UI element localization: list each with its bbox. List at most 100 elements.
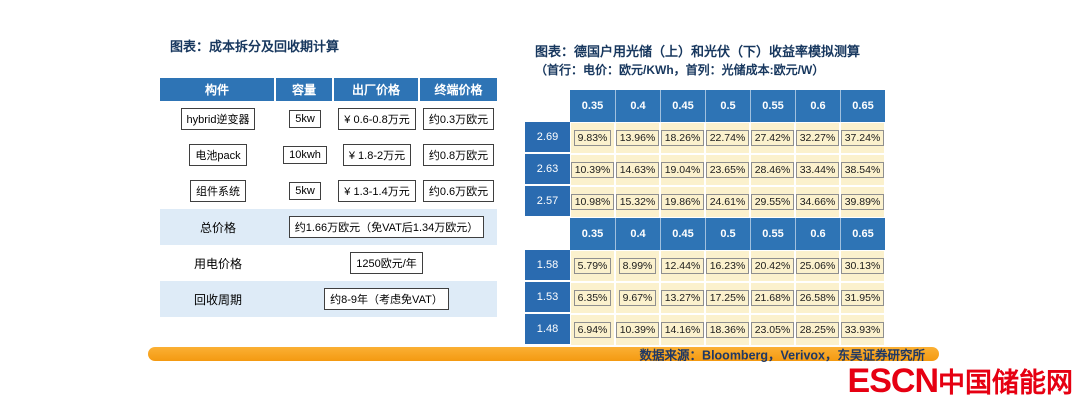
row-header: 2.57 [525,186,570,218]
cell: 32.27% [795,122,840,154]
col-header: 出厂价格 [334,78,420,101]
cell: 14.63% [615,154,660,186]
cell-value: 28.25% [795,322,840,338]
cell: 38.54% [840,154,885,186]
cell: ¥ 1.3-1.4万元 [334,173,420,209]
cell: 8.99% [615,250,660,282]
cell: 约0.3万欧元 [420,101,497,137]
cell-value: 10.98% [570,194,615,210]
storage-row: 2.63 10.39% 14.63% 19.04% 23.65% 28.46% … [525,154,885,186]
cell: 约0.8万欧元 [420,137,497,173]
cell-value: 28.46% [750,162,795,178]
cell: 13.96% [615,122,660,154]
cell-value: 1250欧元/年 [350,252,423,274]
price-header: 0.4 [615,218,660,250]
cell-value: 31.95% [840,290,885,306]
row-label: 总价格 [199,220,236,235]
cell-value: 10.39% [615,322,660,338]
cell-value: 5.79% [573,258,612,274]
left-figure-title: 图表：成本拆分及回收期计算 [170,39,340,54]
price-header: 0.5 [705,218,750,250]
cell-value: 8.99% [618,258,657,274]
cell: 6.94% [570,314,615,346]
price-header-row: 0.35 0.4 0.45 0.5 0.55 0.6 0.65 [525,218,885,250]
cell-value: 约8-9年（考虑免VAT） [324,288,449,310]
cell: 33.44% [795,154,840,186]
cell-value: 24.61% [705,194,750,210]
cell-value: hybrid逆变器 [180,108,256,130]
cell-value: 18.36% [705,322,750,338]
cell: 用电价格 [160,245,276,281]
row-header: 2.63 [525,154,570,186]
col-header: 终端价格 [420,78,497,101]
cell-value: 23.65% [705,162,750,178]
cell-value: 15.32% [615,194,660,210]
cell-value: 25.06% [795,258,840,274]
cell-value: ¥ 0.6-0.8万元 [338,108,416,130]
cell: hybrid逆变器 [160,101,276,137]
cell: 约8-9年（考虑免VAT） [276,281,497,317]
right-figure-subtitle: （首行：电价：欧元/KWh，首列：光储成本:欧元/W） [535,63,825,77]
cell: 19.04% [660,154,705,186]
cell-value: ¥ 1.3-1.4万元 [338,180,416,202]
cell-value: 33.93% [840,322,885,338]
cell: 10kwh [276,137,334,173]
cell-value: 19.04% [660,162,705,178]
cell: 5kw [276,101,334,137]
cell-value: 23.05% [750,322,795,338]
pv-row: 1.48 6.94% 10.39% 14.16% 18.36% 23.05% 2… [525,314,885,346]
cell: 24.61% [705,186,750,218]
cell-value: 5kw [289,182,321,200]
cell-value: 39.89% [840,194,885,210]
cell-value: 16.23% [705,258,750,274]
price-header: 0.6 [795,90,840,122]
cell: 21.68% [750,282,795,314]
cell-value: 30.13% [840,258,885,274]
price-header: 0.65 [840,218,885,250]
cell: 26.58% [795,282,840,314]
col-header: 容量 [276,78,334,101]
cell: 组件系统 [160,173,276,209]
cell-value: 组件系统 [190,180,246,202]
cell-value: 33.44% [795,162,840,178]
cell: 电池pack [160,137,276,173]
price-header: 0.65 [840,90,885,122]
logo-text-cn: 中国储能网 [938,368,1073,398]
row-label: 用电价格 [193,256,242,271]
cell: 19.86% [660,186,705,218]
cell: 18.36% [705,314,750,346]
cell: 12.44% [660,250,705,282]
storage-row: 2.57 10.98% 15.32% 19.86% 24.61% 29.55% … [525,186,885,218]
table-row: hybrid逆变器 5kw ¥ 0.6-0.8万元 约0.3万欧元 [160,101,497,137]
cell-value: 9.83% [573,130,612,146]
cell: 33.93% [840,314,885,346]
table-row: 组件系统 5kw ¥ 1.3-1.4万元 约0.6万欧元 [160,173,497,209]
cell-value: 6.35% [573,290,612,306]
cell: 28.25% [795,314,840,346]
cell: 15.32% [615,186,660,218]
cell-value: 27.42% [750,130,795,146]
cell: 5kw [276,173,334,209]
cell-value: 电池pack [189,144,247,166]
cell-value: 13.27% [660,290,705,306]
cell-value: ¥ 1.8-2万元 [342,144,412,166]
price-header: 0.4 [615,90,660,122]
row-header: 1.53 [525,282,570,314]
right-figure-title: 图表：德国户用光储（上）和光伏（下）收益率模拟测算 [535,44,861,59]
cell: 20.42% [750,250,795,282]
cell: 17.25% [705,282,750,314]
price-header: 0.6 [795,218,840,250]
price-header-row: 0.35 0.4 0.45 0.5 0.55 0.6 0.65 [525,90,885,122]
cell: 5.79% [570,250,615,282]
escn-logo: ESCN 中国储能网 [848,364,1073,398]
cell: 6.35% [570,282,615,314]
cell: 约1.66万欧元（免VAT后1.34万欧元） [276,209,497,245]
yield-simulation-table: 0.35 0.4 0.45 0.5 0.55 0.6 0.65 2.69 9.8… [525,90,885,346]
price-header: 0.5 [705,90,750,122]
price-header: 0.35 [570,90,615,122]
cell-value: 37.24% [840,130,885,146]
cell: 9.67% [615,282,660,314]
cell: 9.83% [570,122,615,154]
cell-value: 20.42% [750,258,795,274]
col-header: 构件 [160,78,276,101]
